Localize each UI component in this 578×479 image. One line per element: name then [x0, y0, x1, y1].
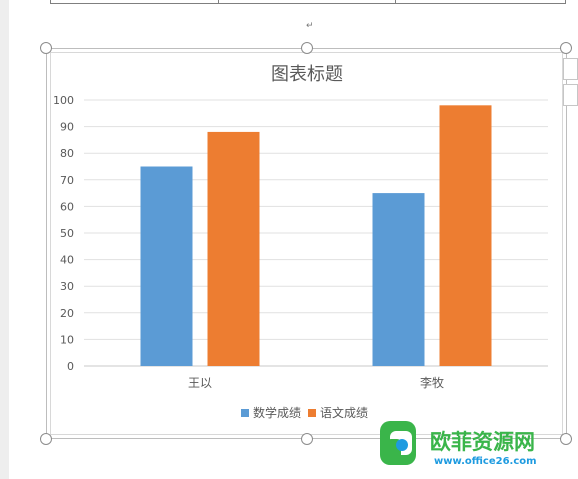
resize-handle-top-center[interactable] — [301, 42, 313, 54]
watermark-logo-icon — [380, 421, 416, 465]
x-category-label: 李牧 — [420, 375, 444, 390]
bars[interactable] — [140, 105, 492, 367]
watermark-logo: 欧菲资源网 www.office26.com — [380, 421, 537, 467]
y-tick-label: 60 — [60, 200, 74, 213]
resize-handle-top-left[interactable] — [40, 42, 52, 54]
page-left-gutter — [0, 0, 9, 479]
y-tick-label: 70 — [60, 174, 74, 187]
paragraph-mark: ↵ — [306, 21, 314, 31]
y-tick-label: 50 — [60, 227, 74, 240]
legend-swatch — [241, 409, 249, 417]
y-axis-ticks: 0 10 20 30 40 50 60 70 80 90 100 — [53, 94, 74, 373]
bar-chinese[interactable] — [207, 131, 260, 366]
watermark-url-text: www.office26.com — [434, 456, 537, 467]
y-tick-label: 20 — [60, 307, 74, 320]
resize-handle-bottom-center[interactable] — [301, 433, 313, 445]
y-tick-label: 80 — [60, 147, 74, 160]
resize-handle-bottom-right[interactable] — [560, 433, 572, 445]
chart-styles-button[interactable] — [563, 84, 578, 106]
legend-label[interactable]: 语文成绩 — [320, 405, 368, 420]
bar-chinese[interactable] — [439, 105, 492, 366]
legend-label[interactable]: 数学成绩 — [253, 405, 301, 420]
x-axis-labels: 王以 李牧 — [188, 375, 444, 390]
bar-math[interactable] — [140, 166, 193, 367]
y-tick-label: 90 — [60, 121, 74, 134]
y-tick-label: 30 — [60, 280, 74, 293]
resize-handle-bottom-left[interactable] — [40, 433, 52, 445]
bar-math[interactable] — [372, 193, 425, 366]
x-category-label: 王以 — [188, 376, 212, 390]
y-tick-label: 100 — [53, 94, 74, 107]
chart-title[interactable]: 图表标题 — [271, 64, 343, 85]
chart-elements-button[interactable] — [563, 58, 578, 80]
y-tick-label: 40 — [60, 254, 74, 267]
watermark-brand-text: 欧菲资源网 — [430, 430, 535, 454]
table-bottom-edge — [50, 0, 566, 4]
resize-handle-top-right[interactable] — [560, 42, 572, 54]
y-tick-label: 10 — [60, 333, 74, 346]
legend[interactable]: 数学成绩 语文成绩 — [241, 405, 368, 420]
y-tick-label: 0 — [67, 360, 74, 373]
legend-swatch — [308, 409, 316, 417]
